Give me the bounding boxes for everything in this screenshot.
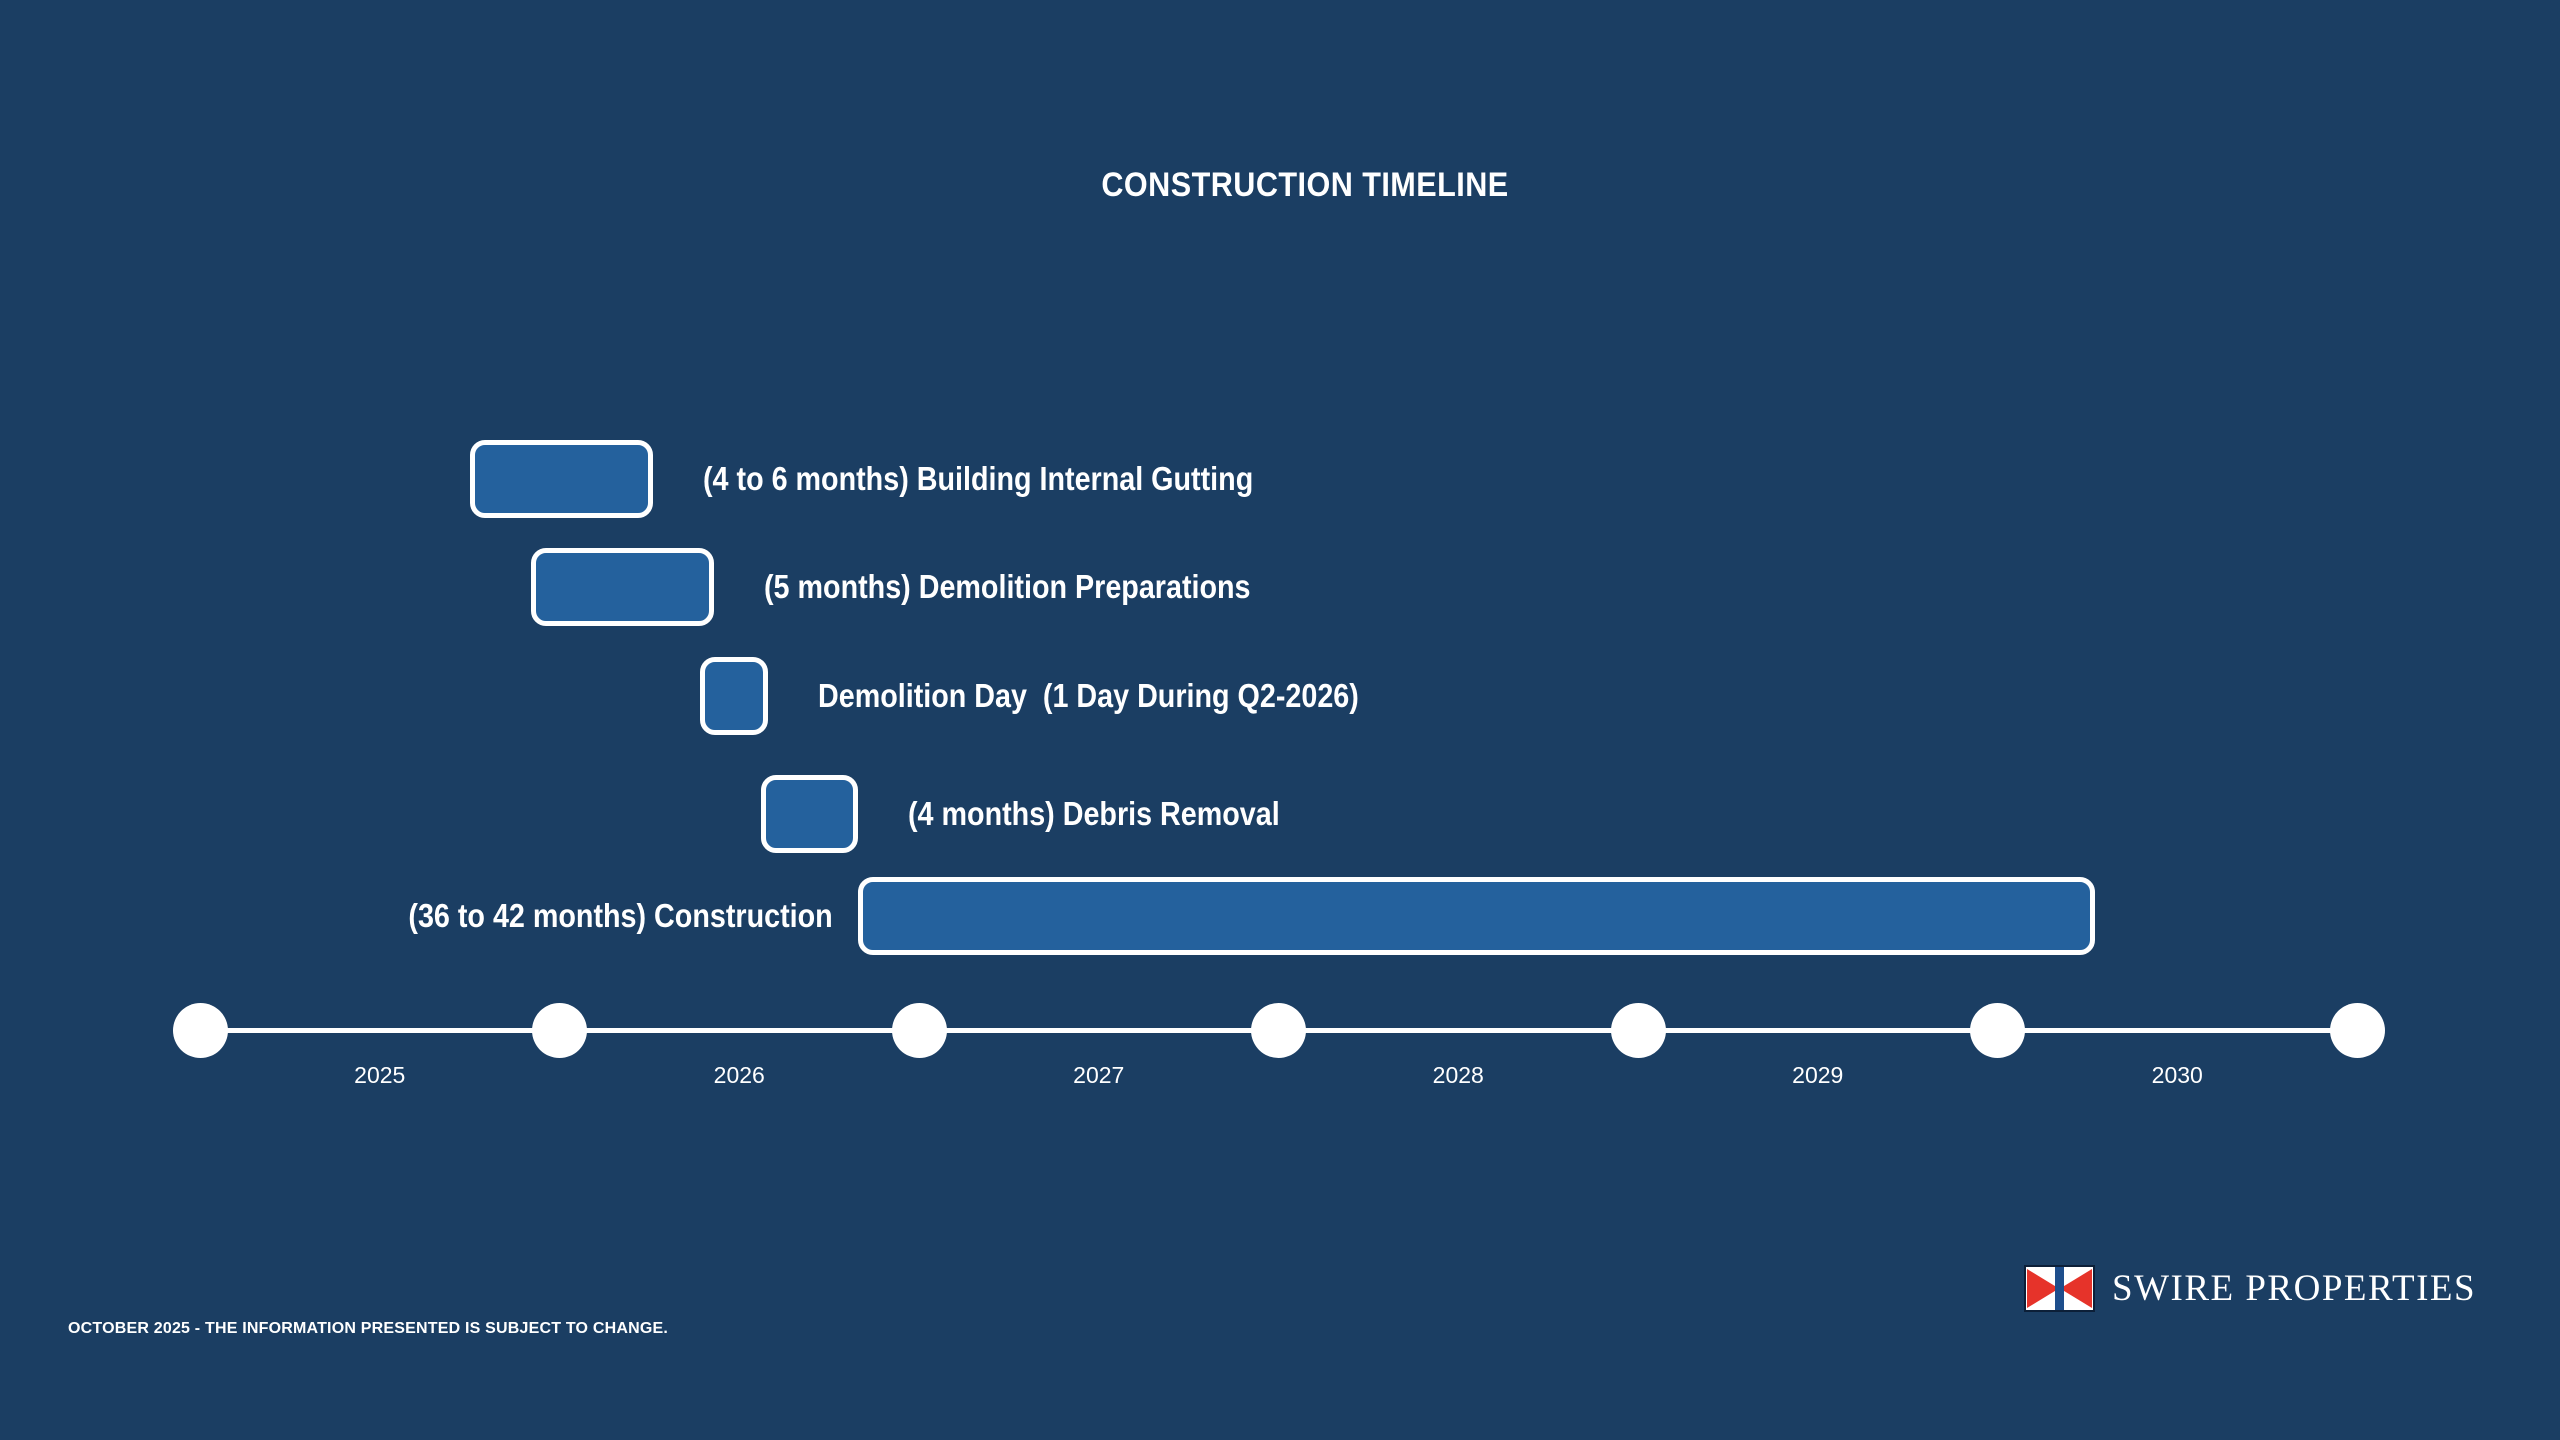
year-label: 2028 bbox=[1432, 1062, 1484, 1088]
year-label: 2029 bbox=[1792, 1062, 1844, 1088]
task-row: (4 to 6 months) Building Internal Guttin… bbox=[0, 440, 2560, 518]
task-label: (36 to 42 months) Construction bbox=[408, 897, 833, 934]
task-row: (5 months) Demolition Preparations bbox=[0, 548, 2560, 626]
task-row: (4 months) Debris Removal bbox=[0, 775, 2560, 853]
task-bar bbox=[530, 548, 715, 626]
swire-logo: SWIRE PROPERTIES bbox=[2024, 1258, 2476, 1318]
timeline-dot bbox=[1610, 1003, 1666, 1058]
task-bar bbox=[857, 877, 2095, 955]
timeline-dot bbox=[532, 1003, 587, 1058]
timeline-dot bbox=[172, 1003, 228, 1058]
timeline-dot bbox=[1251, 1003, 1306, 1058]
task-label: (4 months) Debris Removal bbox=[907, 795, 1280, 832]
timeline-dot bbox=[2329, 1003, 2385, 1058]
year-label: 2027 bbox=[1073, 1062, 1125, 1088]
timeline-dot bbox=[891, 1003, 947, 1058]
year-label: 2030 bbox=[2151, 1062, 2203, 1088]
task-bar bbox=[699, 657, 768, 735]
task-label: (4 to 6 months) Building Internal Guttin… bbox=[702, 460, 1254, 497]
task-label: Demolition Day (1 Day During Q2-2026) bbox=[818, 677, 1359, 714]
task-bar bbox=[469, 440, 653, 518]
footer-disclaimer: OCTOBER 2025 - THE INFORMATION PRESENTED… bbox=[68, 1320, 669, 1337]
swire-bowtie-icon bbox=[2024, 1264, 2095, 1312]
timeline-dot bbox=[1970, 1003, 2025, 1058]
page-title: CONSTRUCTION TIMELINE bbox=[1101, 166, 1509, 204]
year-label: 2025 bbox=[354, 1062, 406, 1088]
logo-text: SWIRE PROPERTIES bbox=[2112, 1267, 2477, 1309]
year-label: 2026 bbox=[713, 1062, 765, 1088]
task-row: Demolition Day (1 Day During Q2-2026) bbox=[0, 657, 2560, 735]
task-label: (5 months) Demolition Preparations bbox=[764, 568, 1251, 605]
task-bar bbox=[760, 775, 858, 853]
task-row: (36 to 42 months) Construction bbox=[0, 877, 2560, 955]
